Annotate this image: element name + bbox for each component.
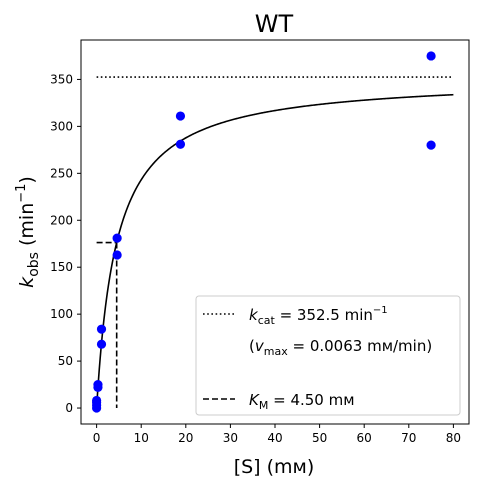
y-label-sub: obs [26,252,42,277]
x-tick-label: 70 [401,431,416,445]
y-tick-label: 300 [50,119,73,133]
legend-kcat-value: = 352.5 min [275,306,373,324]
x-tick-label: 60 [357,431,372,445]
data-point [93,379,103,390]
legend-km-entry: KM = 4.50 mм [249,391,355,412]
x-tick-label: 80 [446,431,461,445]
y-tick-label: 350 [50,72,73,86]
data-point [175,139,186,149]
y-tick-label: 150 [50,260,73,274]
y-axis-label: kobs (min−1) [14,176,42,288]
legend-vmax-sub: max [264,345,288,358]
legend-kcat-k: k [249,306,259,324]
y-tick-label: 100 [50,307,73,321]
y-tick-label: 50 [58,354,73,368]
fit-curve [95,93,454,409]
y-label-unit: (min [16,203,38,252]
x-tick-label: 10 [134,431,149,445]
x-tick-label: 20 [178,431,193,445]
y-label-close: ) [16,176,38,183]
data-point [92,395,102,406]
legend-vmax-entry: (vmax = 0.0063 mм/min) [249,337,432,358]
legend-kcat-sub: cat [258,314,276,327]
data-point [426,51,436,61]
y-tick-label: 250 [50,166,73,180]
data-point [175,111,186,121]
x-tick-label: 30 [223,431,238,445]
legend-box [195,295,461,416]
legend-vmax-value: = 0.0063 mм/min) [288,337,432,355]
legend: kcat = 352.5 min−1 (vmax = 0.0063 mм/min… [195,295,461,416]
data-point [96,339,107,349]
legend-km-sub: M [259,399,269,412]
data-point [426,140,436,150]
data-point [96,324,107,334]
legend-kcat-sup: −1 [373,305,388,316]
chart-title: WT [255,10,294,38]
x-tick-label: 40 [267,431,282,445]
legend-vmax-v: v [255,337,265,355]
y-tick-label: 200 [50,213,73,227]
axes-frame [80,39,470,425]
legend-vmax-open: ( [249,337,255,355]
x-axis-label: [S] (mм) [234,456,315,478]
data-point [112,233,122,243]
y-label-k: k [16,276,38,288]
x-axis: 0 10 20 30 40 50 60 70 80 [93,424,461,445]
x-tick-label: 0 [93,431,101,445]
legend-km-value: = 4.50 mм [268,391,354,409]
data-point [112,250,122,260]
legend-km-k: K [249,391,260,409]
legend-kcat-entry: kcat = 352.5 min−1 [249,305,388,327]
y-tick-label: 0 [65,401,73,415]
y-axis: 0 50 100 150 200 250 300 350 [50,72,81,415]
x-tick-label: 50 [312,431,327,445]
y-label-sup: −1 [14,184,29,203]
plot-area [92,51,454,413]
